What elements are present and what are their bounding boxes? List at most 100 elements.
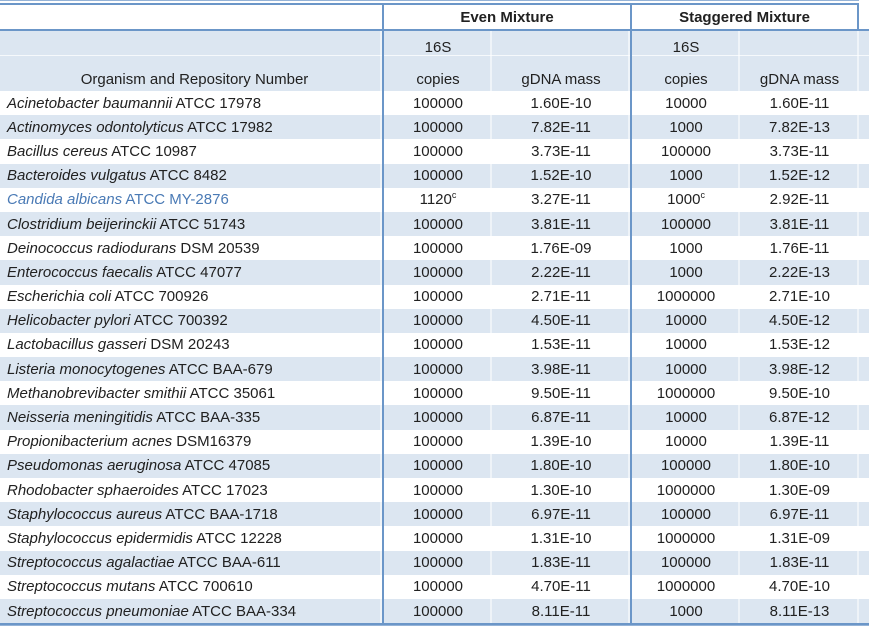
- staggered-gdna-cell: 1.30E-09: [769, 481, 830, 499]
- even-gdna-cell: 2.71E-11: [531, 288, 591, 306]
- organism-name: Actinomyces odontolyticus: [7, 118, 184, 136]
- even-gdna-cell: 6.87E-11: [492, 405, 630, 429]
- staggered-gdna-cell: 2.71E-10: [769, 288, 830, 306]
- staggered-gdna-cell: 1.80E-10: [740, 454, 859, 478]
- even-copies-cell: 100000: [382, 236, 492, 261]
- row-filler: [859, 478, 869, 502]
- organism-cell: Streptococcus agalactiae ATCC BAA-611: [0, 551, 382, 575]
- organism-name: Pseudomonas aeruginosa: [7, 457, 182, 475]
- organism-cell: Acinetobacter baumannii ATCC 17978: [7, 94, 262, 112]
- even-gdna-cell: 1.53E-11: [531, 336, 591, 354]
- even-copies-cell: 100000: [382, 139, 492, 164]
- table-row: Methanobrevibacter smithii ATCC 35061 100…: [0, 381, 869, 406]
- table-row: Staphylococcus epidermidis ATCC 12228 100…: [0, 526, 869, 551]
- row-filler: [859, 91, 869, 115]
- even-copies-cell: 100000: [382, 478, 492, 503]
- staggered-copies-cell: 1000: [630, 163, 740, 188]
- organism-name: Propionibacterium acnes: [7, 433, 173, 451]
- staggered-copies-cell: 10000: [630, 308, 740, 333]
- organism-cell: Staphylococcus aureus ATCC BAA-1718: [0, 502, 382, 526]
- staggered-gdna-cell: 2.22E-13: [740, 260, 859, 284]
- organism-header-spacer: [0, 31, 382, 56]
- group-header-row: Even Mixture Staggered Mixture: [0, 3, 869, 31]
- even-gdna-cell: 1.76E-09: [530, 239, 592, 257]
- even-gdna-cell: 7.82E-11: [492, 115, 630, 139]
- subheader-row-bottom: Organism and Repository Number copies gD…: [0, 56, 869, 91]
- table-row: Pseudomonas aeruginosa ATCC 47085 100000 1…: [0, 453, 869, 478]
- staggered-gdna-cell: 1.76E-11: [769, 239, 830, 257]
- table-row: Candida albicans ATCC MY-2876 1120c 3.27E-…: [0, 187, 869, 212]
- row-filler: [859, 502, 869, 526]
- organism-cell: Actinomyces odontolyticus ATCC 17982: [0, 115, 382, 139]
- table-bottom-hairline: [0, 625, 869, 627]
- even-gdna-cell: 4.50E-11: [492, 309, 630, 333]
- even-copies-subheader-line1: 16S: [382, 31, 492, 56]
- table-row: Acinetobacter baumannii ATCC 17978 100000…: [0, 91, 869, 116]
- footnote-marker: c: [451, 190, 457, 201]
- staggered-gdna-cell: 1.39E-11: [769, 433, 830, 451]
- organism-name: Enterococcus faecalis: [7, 263, 153, 281]
- organism-name: Neisseria meningitidis: [7, 409, 153, 427]
- row-filler: [859, 599, 869, 626]
- even-copies-cell: 100000: [382, 284, 492, 309]
- staggered-gdna-subheader: gDNA mass: [740, 56, 859, 91]
- organism-cell: Listeria monocytogenes ATCC BAA-679: [0, 357, 382, 381]
- even-gdna-cell: 3.27E-11: [531, 191, 591, 209]
- staggered-mixture-header: Staggered Mixture: [630, 3, 859, 31]
- even-gdna-cell: 1.39E-10: [530, 433, 592, 451]
- staggered-copies-cell: 10000: [630, 405, 740, 430]
- even-gdna-cell: 4.70E-11: [531, 578, 591, 596]
- row-filler: [859, 551, 869, 575]
- staggered-gdna-cell: 1.60E-11: [769, 94, 830, 112]
- row-filler: [859, 260, 869, 284]
- organism-column-header: Organism and Repository Number: [0, 56, 382, 91]
- table-row: Actinomyces odontolyticus ATCC 17982 1000…: [0, 115, 869, 140]
- organism-name: Helicobacter pylori: [7, 312, 131, 330]
- organism-name: Bacteroides vulgatus: [7, 167, 147, 185]
- table-row: Streptococcus pneumoniae ATCC BAA-334 100…: [0, 598, 869, 626]
- footnote-marker: c: [700, 190, 705, 201]
- table-top-hairline: [0, 0, 859, 1]
- table-row: Helicobacter pylori ATCC 700392 100000 4.5…: [0, 308, 869, 333]
- organism-name: Clostridium beijerinckii: [7, 215, 157, 233]
- table-body: Acinetobacter baumannii ATCC 17978 100000…: [0, 91, 869, 626]
- even-copies-cell: 100000: [382, 211, 492, 237]
- staggered-gdna-cell: 6.97E-11: [740, 502, 859, 526]
- table-row: Neisseria meningitidis ATCC BAA-335 10000…: [0, 405, 869, 430]
- table-row: Staphylococcus aureus ATCC BAA-1718 10000…: [0, 502, 869, 527]
- staggered-gdna-cell: 1.53E-12: [769, 336, 830, 354]
- organism-cell: Enterococcus faecalis ATCC 47077: [0, 260, 382, 284]
- row-filler: [859, 575, 869, 599]
- organism-cell: Escherichia coli ATCC 700926: [7, 288, 209, 306]
- table-row: Streptococcus agalactiae ATCC BAA-611 100…: [0, 550, 869, 575]
- staggered-gdna-spacer: [740, 31, 859, 56]
- even-gdna-cell: 1.52E-10: [492, 164, 630, 188]
- table-row: Enterococcus faecalis ATCC 47077 100000 2.…: [0, 260, 869, 285]
- row-filler: [859, 236, 869, 260]
- organism-name: Bacillus cereus: [7, 142, 108, 160]
- row-filler: [859, 333, 869, 357]
- even-gdna-cell: 1.83E-11: [492, 551, 630, 575]
- organism-name: Streptococcus mutans: [7, 578, 156, 596]
- row-filler: [859, 405, 869, 429]
- staggered-copies-cell: 1000000: [630, 574, 740, 599]
- even-copies-cell: 100000: [382, 163, 492, 188]
- staggered-copies-cell: 10000: [630, 91, 740, 116]
- staggered-copies-cell: 1000: [630, 115, 740, 140]
- organism-cell: Bacteroides vulgatus ATCC 8482: [0, 164, 382, 188]
- organism-cell: Propionibacterium acnes DSM16379: [7, 433, 252, 451]
- staggered-gdna-cell: 2.92E-11: [769, 191, 830, 209]
- organism-cell: Bacillus cereus ATCC 10987: [7, 142, 197, 160]
- even-copies-cell: 100000: [382, 381, 492, 406]
- header-filler: [859, 3, 869, 31]
- staggered-gdna-cell: 3.98E-12: [740, 357, 859, 381]
- organism-name: Staphylococcus aureus: [7, 505, 163, 523]
- row-filler: [859, 430, 869, 454]
- row-filler: [859, 188, 869, 212]
- organism-name: Streptococcus agalactiae: [7, 554, 175, 572]
- organism-name: Staphylococcus epidermidis: [7, 529, 193, 547]
- organism-name: Deinococcus radiodurans: [7, 239, 177, 257]
- staggered-gdna-cell: 7.82E-13: [740, 115, 859, 139]
- even-copies-cell: 100000: [382, 91, 492, 116]
- table-row: Streptococcus mutans ATCC 700610 100000 4.…: [0, 574, 869, 599]
